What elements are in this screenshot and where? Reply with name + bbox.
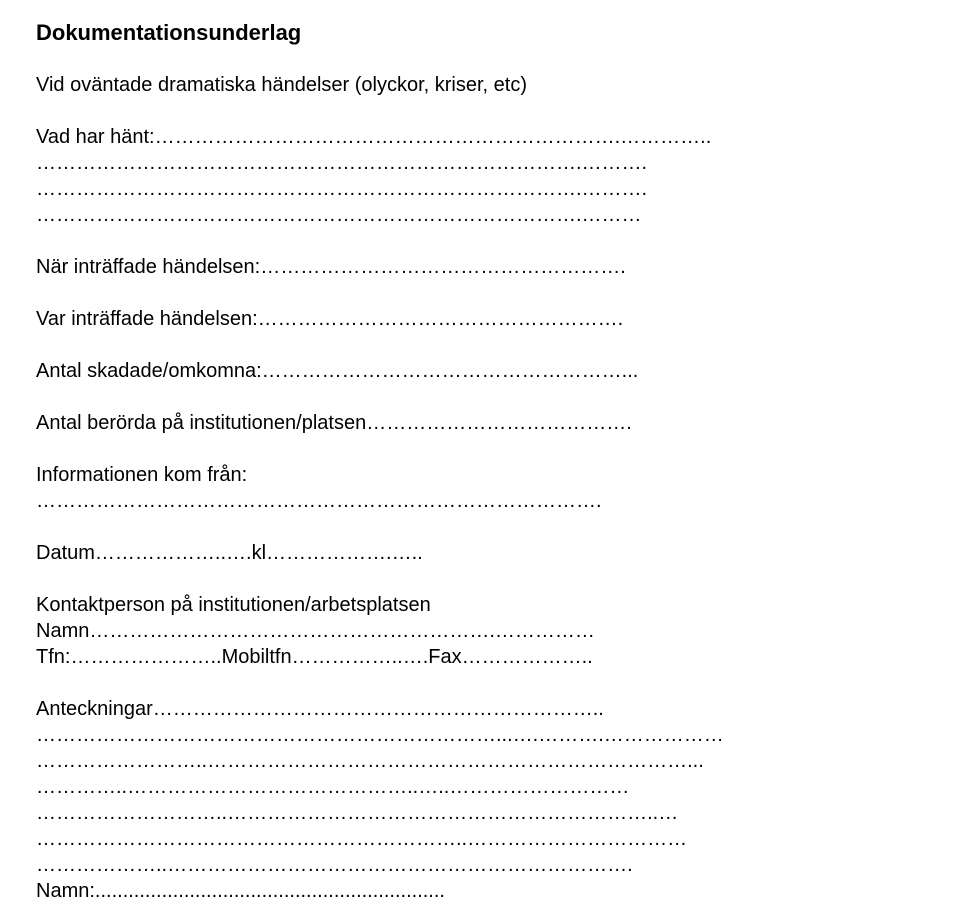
field-var-intraffade: Var inträffade händelsen:………………………………………… [36,308,924,334]
note-line: ……………………..………………………………………………………………... [36,750,924,776]
field-vad-har-hant: Vad har hänt:…………………………………………………………….………… [36,126,924,152]
field-anteckningar: Anteckningar………………………………………………………….. [36,698,924,724]
field-info-from-label: Informationen kom från: [36,464,924,490]
field-datum: Datum………………..….kl……………….….. [36,542,924,568]
document-page: Dokumentationsunderlag Vid oväntade dram… [0,0,960,907]
dotted-line: ……………………………………………………………………….………. [36,178,924,204]
page-title: Dokumentationsunderlag [36,20,924,46]
field-nar-intraffade: När inträffade händelsen:………………………………………… [36,256,924,282]
note-line: ………………………..………………………………………………………..… [36,802,924,828]
note-line: ………………..……………………………………………………………. [36,854,924,880]
subtitle: Vid oväntade dramatiska händelser (olyck… [36,74,924,100]
field-tfn: Tfn:…………………..Mobiltfn……………..….Fax……………….… [36,646,924,672]
field-kontaktperson-label: Kontaktperson på institutionen/arbetspla… [36,594,924,620]
note-line: ……………………………………………………………...….……….……………… [36,724,924,750]
field-info-from-line: …………………………………………………………………………. [36,490,924,516]
dotted-line: ……………………………………………………………………….………. [36,152,924,178]
field-namn: Namn…………………………………………………….…………… [36,620,924,646]
note-line: ………………………………………………………..…………………………… [36,828,924,854]
field-namn-bottom: Namn:...................................… [36,880,924,906]
note-line: …………..……………………………………..…..……………………… [36,776,924,802]
dotted-line: ……………………………………………………………………….……… [36,204,924,230]
field-antal-berorda: Antal berörda på institutionen/platsen……… [36,412,924,438]
field-antal-skadade: Antal skadade/omkomna:………………………………………………… [36,360,924,386]
